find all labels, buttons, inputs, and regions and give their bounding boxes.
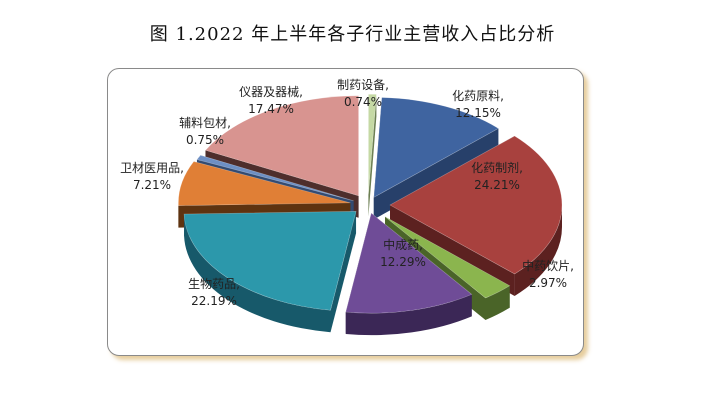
slice-value-label: 2.97% bbox=[529, 276, 567, 290]
pie-slice-edge bbox=[485, 285, 510, 320]
pie-slice-edge bbox=[514, 204, 562, 296]
slice-name-label: 中药饮片, bbox=[522, 258, 574, 273]
slice-value-label: 17.47% bbox=[248, 102, 294, 116]
slice-name-label: 生物药品, bbox=[188, 277, 240, 291]
pie-slice-wall bbox=[368, 94, 377, 217]
chart-title: 图 1.2022 年上半年各子行业主营收入占比分析 bbox=[149, 24, 556, 45]
pie-slice-top bbox=[196, 154, 354, 202]
pie-slice-top bbox=[384, 216, 511, 299]
pie-slice-4 bbox=[345, 212, 473, 336]
slice-name-label: 化药制剂, bbox=[471, 160, 523, 175]
slice-name-label: 化药原料, bbox=[452, 89, 504, 103]
pie-slice-top bbox=[389, 135, 563, 275]
slice-value-label: 0.74% bbox=[344, 95, 382, 109]
slice-name-label: 卫材医用品, bbox=[120, 161, 184, 175]
slice-value-label: 22.19% bbox=[191, 294, 237, 308]
slice-value-label: 12.29% bbox=[380, 255, 426, 269]
pie-slice-top bbox=[178, 161, 351, 206]
pie-slice-top bbox=[183, 211, 357, 311]
slice-value-label: 12.15% bbox=[455, 106, 501, 120]
slice-value-label: 0.75% bbox=[186, 133, 224, 147]
slice-name-label: 仪器及器械, bbox=[239, 84, 303, 99]
pie-slice-5 bbox=[183, 211, 357, 333]
pie-slice-wall bbox=[330, 211, 357, 333]
pie-slice-1 bbox=[373, 97, 499, 220]
slice-value-label: 7.21% bbox=[133, 178, 171, 192]
pie-slice-edge bbox=[184, 214, 331, 333]
slice-name-label: 中成药, bbox=[383, 237, 423, 252]
pie-slice-top bbox=[373, 97, 499, 198]
pie-slice-top bbox=[345, 212, 473, 314]
pie-slice-9 bbox=[368, 93, 377, 217]
pie-slice-wall bbox=[373, 128, 499, 220]
slice-name-label: 辅料包材, bbox=[179, 116, 231, 130]
pie-slice-edge bbox=[345, 294, 472, 336]
slice-value-label: 24.21% bbox=[474, 178, 520, 192]
pie-slice-top bbox=[368, 93, 377, 195]
pie-slice-top bbox=[204, 95, 359, 197]
slice-name-label: 制药设备, bbox=[337, 78, 389, 92]
